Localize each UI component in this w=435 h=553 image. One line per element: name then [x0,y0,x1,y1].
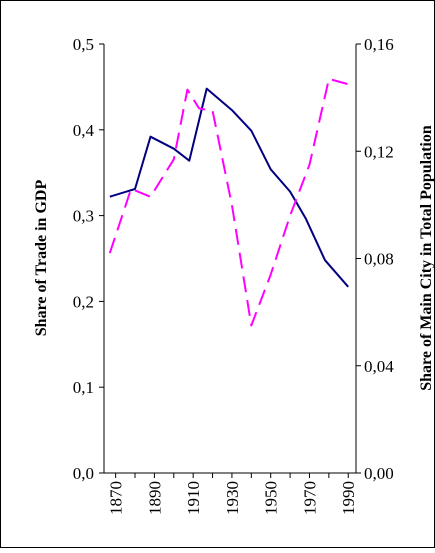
left-axis-title: Share of Trade in GDP [33,180,50,337]
left-tick-label: 0,3 [73,207,94,226]
x-tick-label: 1930 [223,481,242,515]
x-tick-label: 1950 [262,481,281,515]
main-city-share-line [108,77,349,327]
x-axis-ticks: 1870 1890 1910 1930 1950 1970 1990 [107,473,358,515]
right-tick-label: 0,12 [364,142,394,161]
left-tick-label: 0,0 [73,464,94,483]
x-tick-label: 1970 [300,481,319,515]
right-axis-ticks: 0,00 0,04 0,08 0,12 0,16 [356,35,394,483]
left-axis-ticks: 0,0 0,1 0,2 0,3 0,4 0,5 [73,35,104,483]
right-tick-label: 0,08 [364,250,394,269]
right-tick-label: 0,00 [364,464,394,483]
x-tick-label: 1870 [107,481,126,515]
left-tick-label: 0,2 [73,292,94,311]
right-axis-title: Share of Main City in Total Population [418,125,435,391]
x-tick-label: 1910 [184,481,203,515]
series-layer [108,77,349,327]
left-tick-label: 0,5 [73,35,94,54]
x-tick-label: 1890 [145,481,164,515]
left-tick-label: 0,4 [73,121,95,140]
right-tick-label: 0,04 [364,357,394,376]
x-tick-label: 1990 [339,481,358,515]
right-tick-label: 0,16 [364,35,394,54]
left-tick-label: 0,1 [73,378,94,397]
trade-share-line [109,87,349,288]
